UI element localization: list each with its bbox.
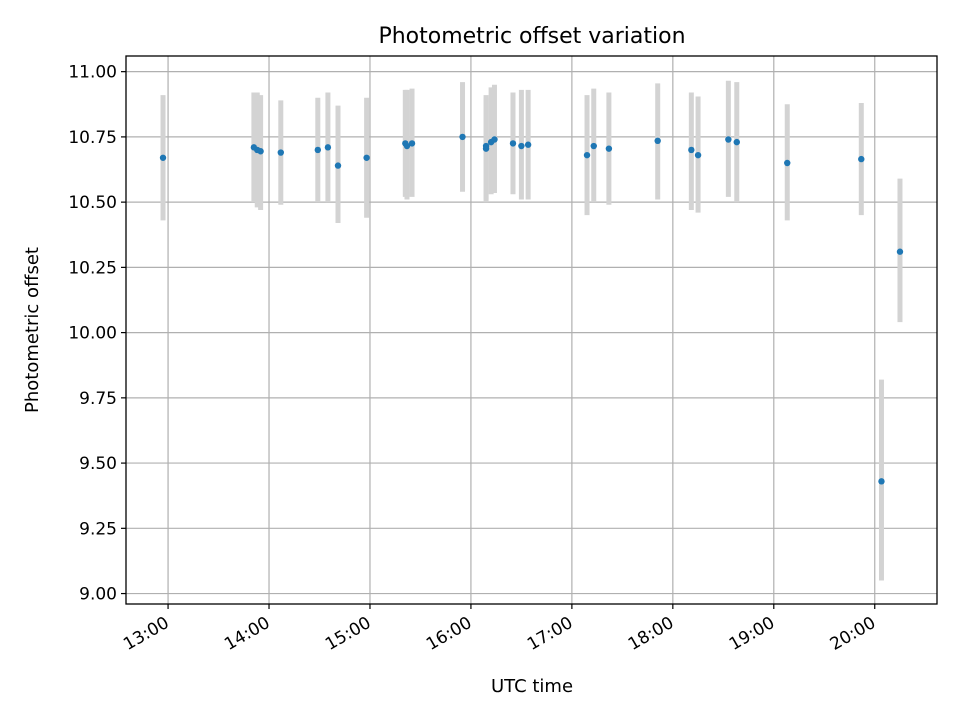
data-point bbox=[257, 148, 264, 155]
data-point bbox=[590, 142, 597, 150]
y-tick-label: 10.25 bbox=[68, 258, 117, 278]
y-tick-label: 9.00 bbox=[79, 585, 117, 605]
data-point bbox=[896, 248, 904, 255]
data-point bbox=[314, 146, 322, 154]
data-point bbox=[725, 136, 732, 143]
chart-title: Photometric offset variation bbox=[378, 24, 685, 49]
y-tick-label: 10.50 bbox=[68, 193, 117, 213]
y-tick-label: 9.75 bbox=[79, 389, 117, 409]
data-point bbox=[324, 144, 332, 151]
data-point bbox=[654, 137, 661, 145]
data-point bbox=[491, 136, 498, 143]
y-tick-label: 10.00 bbox=[68, 324, 117, 344]
data-point bbox=[858, 155, 865, 163]
data-point bbox=[605, 145, 613, 152]
grid-lines bbox=[126, 56, 937, 604]
data-point bbox=[524, 141, 532, 148]
data-point bbox=[363, 154, 370, 161]
data-point bbox=[688, 146, 695, 154]
data-point bbox=[277, 149, 284, 156]
y-axis-label: Photometric offset bbox=[22, 247, 43, 413]
x-axis-label: UTC time bbox=[491, 676, 573, 697]
data-point bbox=[694, 151, 702, 159]
y-axis: 9.00 9.25 9.50 9.75 10.00 10.25 10.50 10.75 11.0… bbox=[68, 63, 126, 605]
data-point bbox=[509, 140, 517, 147]
y-tick-label: 10.75 bbox=[68, 128, 117, 148]
data-point bbox=[408, 140, 416, 147]
y-tick-label: 9.50 bbox=[79, 454, 117, 474]
plot-frame bbox=[125, 55, 938, 605]
data-point bbox=[878, 478, 885, 485]
y-tick-label: 9.25 bbox=[79, 519, 117, 539]
data-points bbox=[159, 133, 904, 485]
data-point bbox=[403, 142, 411, 150]
data-point bbox=[159, 154, 167, 161]
data-point bbox=[459, 133, 466, 141]
y-tick-label: 11.00 bbox=[68, 63, 117, 83]
data-point bbox=[334, 162, 342, 169]
data-point bbox=[583, 151, 591, 159]
data-point bbox=[733, 138, 740, 146]
data-point bbox=[482, 145, 490, 152]
data-point bbox=[518, 142, 525, 150]
data-point bbox=[784, 159, 791, 167]
